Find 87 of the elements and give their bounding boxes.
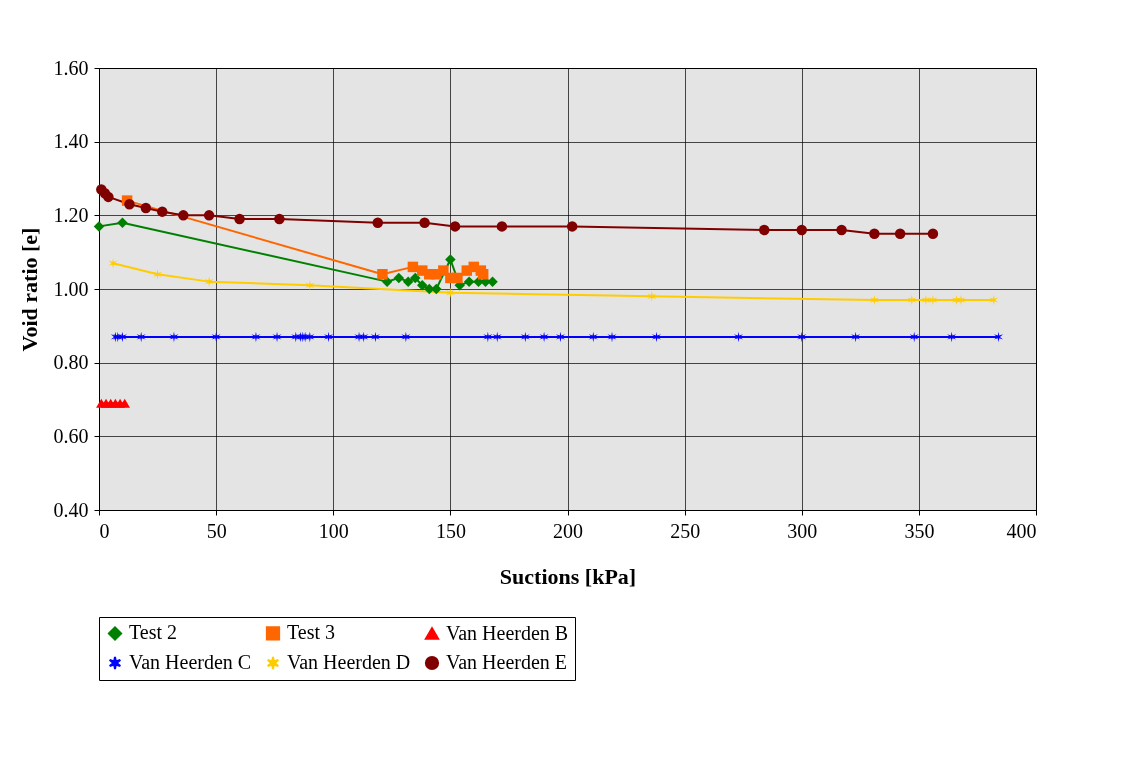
legend-label: Test 2 [129, 621, 178, 644]
point [452, 272, 463, 284]
legend-label: Van Heerden E [446, 651, 568, 673]
point [921, 294, 931, 306]
y-tick-label: 1.40 [53, 130, 89, 153]
x-axis-title: Suctions [kPa] [499, 563, 637, 589]
point [117, 331, 127, 343]
y-tick-label: 0.40 [53, 498, 89, 521]
legend-label: Van Heerden B [446, 621, 569, 644]
point [402, 276, 414, 287]
point [851, 331, 861, 343]
point [372, 217, 383, 228]
point [393, 272, 405, 284]
point [136, 331, 146, 343]
point [759, 224, 770, 236]
point [869, 294, 879, 306]
point [520, 331, 530, 343]
x-tick-label: 200 [553, 519, 583, 542]
point [234, 213, 245, 225]
point [401, 331, 411, 343]
legend-label: Van Heerden D [287, 651, 411, 673]
x-tick-label: 350 [904, 519, 935, 542]
point [993, 331, 1004, 343]
y-tick-label: 0.80 [53, 351, 89, 374]
point [431, 283, 442, 295]
point [909, 331, 919, 343]
point [305, 331, 315, 343]
point [947, 331, 957, 343]
point [797, 331, 807, 343]
point [117, 217, 128, 228]
point [928, 294, 938, 306]
point [140, 202, 152, 214]
x-tick-label: 150 [435, 519, 466, 542]
point [417, 280, 428, 291]
point [119, 398, 131, 408]
point [108, 257, 118, 269]
point [274, 213, 285, 225]
point [796, 224, 807, 236]
point [445, 287, 455, 298]
point [93, 221, 105, 232]
point [869, 228, 880, 239]
point [359, 331, 369, 343]
point [651, 331, 662, 343]
y-axis-title: Void ratio [e] [16, 227, 42, 352]
point [647, 291, 657, 302]
point [157, 206, 168, 217]
point [477, 269, 489, 280]
point [124, 199, 135, 210]
point [733, 331, 744, 343]
point [483, 331, 493, 343]
point [419, 217, 430, 228]
point [555, 331, 566, 343]
x-tick-label: 250 [670, 519, 701, 542]
point [927, 228, 939, 239]
y-tick-label: 1.60 [53, 56, 89, 79]
point [956, 294, 966, 306]
point [496, 221, 508, 232]
x-tick-label: 300 [787, 519, 818, 542]
point [103, 191, 114, 203]
y-tick-label: 0.60 [53, 424, 89, 447]
point [445, 254, 456, 265]
x-tick-label: 50 [206, 519, 227, 542]
point [492, 331, 502, 343]
point [203, 210, 215, 221]
y-tick-label: 1.00 [53, 277, 89, 300]
x-tick-label: 0 [99, 519, 110, 542]
point [566, 221, 578, 232]
legend-label: Test 3 [287, 621, 336, 644]
point [907, 294, 917, 306]
point [370, 331, 380, 343]
point [409, 272, 421, 284]
point [204, 276, 214, 287]
point [438, 265, 449, 276]
point [989, 294, 999, 306]
point [588, 331, 598, 343]
point [153, 269, 163, 280]
y-tick-label: 1.20 [53, 203, 89, 226]
point [836, 224, 847, 236]
legend-label: Van Heerden C [129, 651, 252, 673]
point [324, 331, 334, 343]
x-tick-label: 400 [1006, 519, 1037, 542]
point [449, 221, 461, 232]
point [894, 228, 906, 239]
point [305, 280, 315, 291]
point [178, 210, 189, 221]
x-tick-label: 100 [318, 519, 349, 542]
point [377, 269, 388, 280]
